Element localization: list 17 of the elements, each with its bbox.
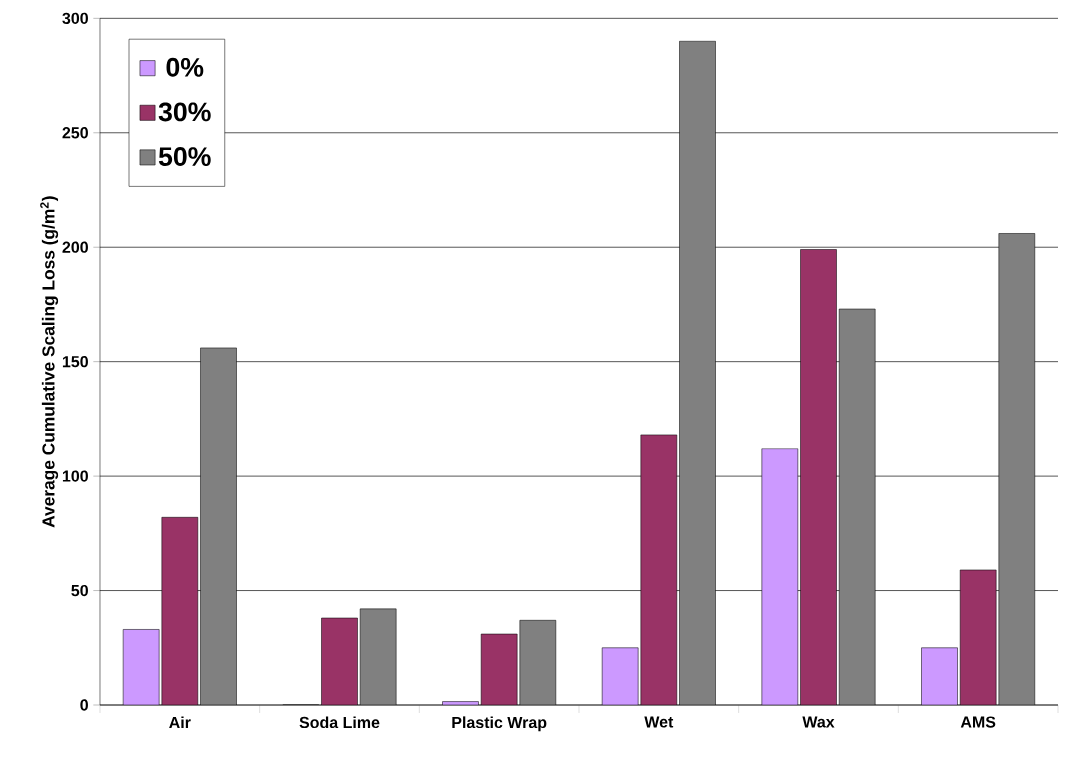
x-tick-label: Wax [802,716,835,728]
y-tick-label: 150 [62,356,88,368]
y-tick-label: 0 [80,699,88,711]
y-tick-label: 100 [62,470,88,482]
x-tick-label: Air [169,716,191,728]
x-tick-label: Wet [644,716,674,728]
y-tick-label: 200 [62,241,88,253]
y-axis-title: Average Cumulative Scaling Loss (g/m$^{2}$) [40,196,59,528]
x-tick-label: Plastic Wrap [452,716,547,732]
y-tick-label: 50 [71,584,88,597]
legend-label: 50% [158,147,211,166]
legend-label: 30% [158,102,211,122]
x-tick-label: AMS [960,716,996,728]
x-tick-label: Soda Lime [299,716,380,729]
y-tick-label: 300 [62,12,88,25]
legend-label: 0% [166,57,204,77]
y-tick-label: 250 [62,127,88,139]
